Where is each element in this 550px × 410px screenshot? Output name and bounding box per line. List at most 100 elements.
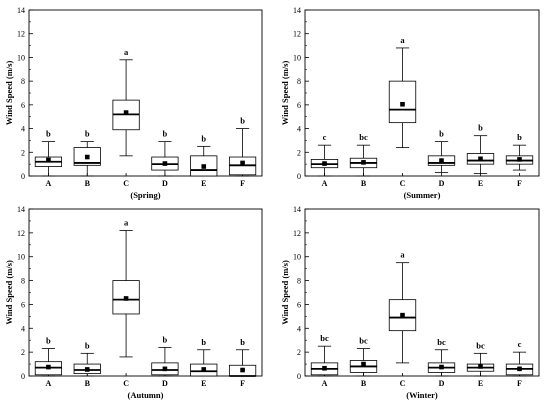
mean-marker xyxy=(400,312,405,318)
y-tick-label: 10 xyxy=(17,253,25,262)
y-tick-label: 8 xyxy=(21,277,25,286)
x-tick-label: D xyxy=(162,379,168,388)
significance-letter: bc xyxy=(320,333,329,343)
significance-letter: b xyxy=(163,129,168,139)
x-tick-label: B xyxy=(85,379,91,388)
panel-caption: (Summer) xyxy=(404,190,441,200)
x-tick-label: A xyxy=(46,379,52,388)
significance-letter: a xyxy=(124,217,129,227)
mean-marker xyxy=(517,366,522,372)
mean-marker xyxy=(84,367,90,372)
y-tick-label: 6 xyxy=(297,101,301,110)
significance-letter: b xyxy=(163,334,168,344)
y-tick-label: 8 xyxy=(21,77,25,86)
y-tick-label: 14 xyxy=(293,6,301,15)
box-D: b xyxy=(151,334,179,377)
significance-letter: b xyxy=(439,129,444,139)
y-tick-label: 6 xyxy=(21,300,25,309)
panel-caption: (Spring) xyxy=(130,190,160,200)
mean-marker xyxy=(478,156,483,162)
mean-marker xyxy=(439,364,444,370)
y-tick-label: 12 xyxy=(293,229,301,238)
x-tick-label: E xyxy=(201,179,206,188)
significance-letter: b xyxy=(46,129,51,139)
x-tick-label: C xyxy=(400,379,406,388)
y-tick-label: 14 xyxy=(17,205,25,214)
significance-letter: a xyxy=(400,250,405,260)
y-tick-label: 10 xyxy=(293,253,301,262)
y-tick-label: 6 xyxy=(297,300,301,309)
significance-letter: bc xyxy=(359,336,368,346)
mean-marker xyxy=(517,157,522,162)
chart-panel-1: 0 2 4 6 8 10 12 14 Wind Speed (m/s) A B C D E F (Spring… xyxy=(4,6,263,200)
mean-marker xyxy=(240,160,245,166)
y-tick-label: 14 xyxy=(17,6,25,15)
panel-caption: (Autumn) xyxy=(128,390,164,400)
significance-letter: a xyxy=(400,35,405,45)
box-F: b xyxy=(228,337,257,377)
plot-frame xyxy=(304,208,540,377)
x-tick-label: C xyxy=(123,379,129,388)
y-tick-label: 4 xyxy=(297,324,301,333)
significance-letter: c xyxy=(518,339,522,349)
y-tick-label: 14 xyxy=(293,205,301,214)
box-C: a xyxy=(388,35,417,148)
mean-marker xyxy=(162,161,168,166)
x-tick-label: D xyxy=(162,179,168,188)
y-tick-label: 4 xyxy=(21,125,25,134)
box-E: b xyxy=(190,337,218,377)
x-tick-label: A xyxy=(322,379,328,388)
box-D: b xyxy=(427,129,456,173)
plot-frame xyxy=(304,9,540,177)
y-tick-label: 12 xyxy=(17,30,25,39)
x-tick-label: E xyxy=(201,379,206,388)
y-tick-label: 12 xyxy=(293,30,301,39)
significance-letter: b xyxy=(201,133,206,143)
box-E: bc xyxy=(466,340,495,377)
mean-marker xyxy=(322,365,327,371)
box-B: bc xyxy=(349,336,378,377)
y-tick-label: 0 xyxy=(21,372,25,381)
iqr-box xyxy=(388,80,417,124)
y-tick-label: 0 xyxy=(297,372,301,381)
x-tick-label: B xyxy=(361,179,367,188)
y-tick-label: 0 xyxy=(297,172,301,181)
y-tick-label: 2 xyxy=(297,348,301,357)
mean-marker xyxy=(201,164,207,169)
mean-marker xyxy=(240,367,245,373)
box-A: b xyxy=(34,129,63,177)
mean-marker xyxy=(84,154,90,160)
mean-marker xyxy=(322,161,327,166)
box-C: a xyxy=(388,250,417,364)
chart-panel-2: 0 2 4 6 8 10 12 14 Wind Speed (m/s) A B C D E F (Summer… xyxy=(280,6,540,200)
x-tick-label: C xyxy=(400,179,406,188)
mean-marker xyxy=(162,366,168,372)
y-tick-label: 6 xyxy=(21,101,25,110)
mean-marker xyxy=(478,364,483,369)
box-B: b xyxy=(73,129,101,177)
x-tick-label: A xyxy=(322,179,328,188)
y-tick-label: 12 xyxy=(17,229,25,238)
significance-letter: bc xyxy=(476,340,485,350)
plot-frame xyxy=(28,9,263,177)
significance-letter: c xyxy=(323,132,327,142)
significance-letter: a xyxy=(124,47,129,57)
chart-panel-3: 0 2 4 6 8 10 12 14 Wind Speed (m/s) A B C D E F (Autumn… xyxy=(4,205,263,400)
y-tick-label: 10 xyxy=(293,53,301,62)
mean-marker xyxy=(400,101,405,107)
x-tick-label: E xyxy=(478,179,483,188)
y-tick-label: 10 xyxy=(17,53,25,62)
box-D: bc xyxy=(427,337,456,377)
y-tick-label: 8 xyxy=(297,77,301,86)
box-C: a xyxy=(112,217,140,358)
x-tick-label: D xyxy=(439,379,445,388)
x-tick-label: C xyxy=(123,179,129,188)
box-A: bc xyxy=(310,333,339,377)
significance-letter: b xyxy=(46,336,51,346)
significance-letter: b xyxy=(201,337,206,347)
y-tick-label: 8 xyxy=(297,277,301,286)
y-axis-title: Wind Speed (m/s) xyxy=(4,61,14,126)
mean-marker xyxy=(46,364,51,370)
x-tick-label: F xyxy=(517,379,522,388)
y-tick-label: 2 xyxy=(297,148,301,157)
